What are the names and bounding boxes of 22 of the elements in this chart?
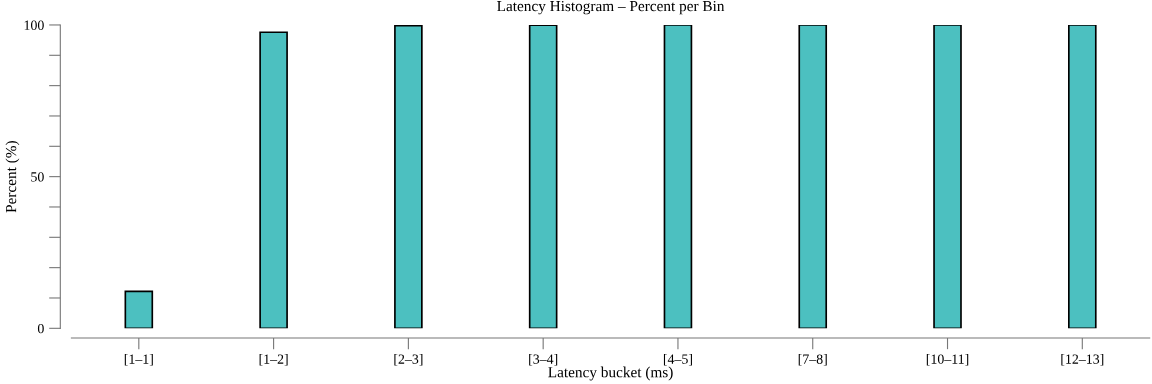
x-tick-label: [2–3] [394,354,423,366]
x-tick-label: [1–1] [124,354,153,366]
bar [1067,24,1097,329]
x-tick-label: [7–8] [798,354,827,366]
bar [124,290,154,329]
x-tick-label: [3–4] [529,354,558,366]
x-tick-label: [10–11] [926,354,969,366]
y-axis-title: Percent (%) [5,141,20,213]
bar [259,31,288,329]
bar [663,24,693,329]
y-tick-label: 100 [24,20,44,30]
y-tick-label: 50 [31,172,44,182]
y-tick-label: 0 [37,323,44,334]
bar [528,24,558,329]
chart-title: Latency Histogram – Percent per Bin [497,0,725,15]
x-axis-title: Latency bucket (ms) [548,366,673,381]
bar [798,24,828,329]
bar [933,24,962,329]
x-tick-label: [12–13] [1061,354,1104,366]
bar [394,24,423,329]
x-tick-label: [1–2] [259,354,288,366]
x-tick-label: [4–5] [663,354,692,366]
